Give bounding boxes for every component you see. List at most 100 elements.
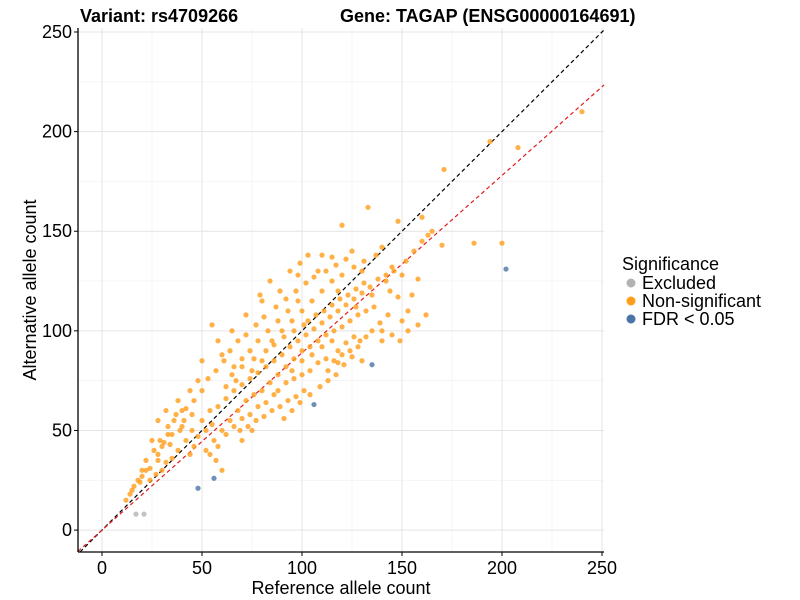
chart-title-gene: Gene: TAGAP (ENSG00000164691) <box>340 6 635 26</box>
data-point-non-significant <box>269 338 275 344</box>
data-point-non-significant <box>405 308 411 314</box>
x-tick-label: 250 <box>587 558 617 578</box>
data-point-non-significant <box>391 268 397 274</box>
data-point-non-significant <box>227 417 233 424</box>
data-point-non-significant <box>143 467 149 473</box>
data-point-non-significant <box>279 328 285 334</box>
legend-title: Significance <box>622 254 719 274</box>
data-point-non-significant <box>419 214 425 220</box>
data-point-non-significant <box>283 296 289 302</box>
data-point-non-significant <box>219 467 225 473</box>
data-point-non-significant <box>179 423 185 430</box>
data-point-non-significant <box>161 439 167 446</box>
data-point-non-significant <box>415 322 421 328</box>
data-point-non-significant <box>239 382 245 388</box>
data-point-non-significant <box>199 388 205 394</box>
data-point-non-significant <box>325 378 331 384</box>
data-point-non-significant <box>423 312 429 318</box>
data-point-non-significant <box>319 344 325 350</box>
data-point-non-significant <box>383 272 389 278</box>
data-point-non-significant <box>399 272 405 278</box>
data-point-non-significant <box>323 356 329 362</box>
data-point-excluded <box>141 511 147 517</box>
data-point-non-significant <box>303 332 309 338</box>
data-point-non-significant <box>139 473 145 479</box>
data-point-non-significant <box>359 358 365 364</box>
data-point-non-significant <box>259 358 265 364</box>
data-point-non-significant <box>317 384 323 390</box>
data-point-non-significant <box>209 322 215 328</box>
data-point-non-significant <box>255 338 261 344</box>
data-point-non-significant <box>191 443 197 450</box>
data-point-non-significant <box>367 284 373 290</box>
data-point-non-significant <box>321 308 327 314</box>
data-point-non-significant <box>361 258 367 264</box>
data-point-non-significant <box>157 437 163 444</box>
data-point-non-significant <box>215 338 221 344</box>
data-point-non-significant <box>579 109 585 115</box>
data-point-non-significant <box>209 421 215 428</box>
data-point-non-significant <box>261 314 267 320</box>
data-point-non-significant <box>229 372 235 378</box>
data-point-non-significant <box>441 166 447 173</box>
data-point-non-significant <box>313 312 319 318</box>
legend-label-excluded: Excluded <box>642 273 716 293</box>
data-point-non-significant <box>293 288 299 294</box>
data-point-non-significant <box>139 467 145 473</box>
y-tick-label: 250 <box>42 22 72 42</box>
y-tick-label: 0 <box>62 520 72 540</box>
data-point-non-significant <box>311 274 317 280</box>
data-point-non-significant <box>363 308 369 314</box>
data-point-non-significant <box>343 256 349 262</box>
data-points <box>123 109 585 517</box>
data-point-non-significant <box>159 443 165 450</box>
data-point-non-significant <box>169 455 175 461</box>
data-point-non-significant <box>295 272 301 278</box>
data-point-non-significant <box>365 204 371 210</box>
data-point-non-significant <box>187 451 193 457</box>
data-point-non-significant <box>259 388 265 394</box>
data-point-non-significant <box>205 376 211 382</box>
data-point-non-significant <box>307 368 313 374</box>
data-point-non-significant <box>233 378 239 384</box>
y-tick-label: 100 <box>42 321 72 341</box>
data-point-non-significant <box>405 328 411 334</box>
plot-gridlines <box>78 28 604 552</box>
data-point-non-significant <box>319 288 325 294</box>
data-point-non-significant <box>291 376 297 382</box>
chart-title-variant: Variant: rs4709266 <box>80 6 238 26</box>
data-point-non-significant <box>199 417 205 424</box>
data-point-non-significant <box>351 264 357 270</box>
data-point-non-significant <box>247 376 253 382</box>
legend: Significance Excluded Non-significant FD… <box>622 254 761 329</box>
data-point-non-significant <box>137 479 143 485</box>
data-point-non-significant <box>219 427 225 434</box>
data-point-non-significant <box>333 262 339 268</box>
data-point-non-significant <box>415 276 421 282</box>
reference-lines <box>77 29 605 553</box>
reference-line-fit <box>77 84 605 552</box>
data-point-non-significant <box>399 318 405 324</box>
data-point-non-significant <box>239 364 245 370</box>
data-point-non-significant <box>297 399 303 406</box>
data-point-excluded <box>133 511 139 517</box>
data-point-non-significant <box>329 338 335 344</box>
data-point-non-significant <box>305 318 311 324</box>
data-point-non-significant <box>397 338 403 344</box>
data-point-non-significant <box>311 326 317 332</box>
data-point-non-significant <box>153 471 159 477</box>
data-point-non-significant <box>487 138 493 145</box>
data-point-non-significant <box>263 364 269 370</box>
data-point-fdr-0-05 <box>211 475 217 481</box>
data-point-non-significant <box>305 252 311 258</box>
data-point-non-significant <box>219 352 225 358</box>
data-point-non-significant <box>315 268 321 274</box>
data-point-non-significant <box>339 222 345 228</box>
y-axis-title: Alternative allele count <box>20 199 40 380</box>
data-point-non-significant <box>355 312 361 318</box>
data-point-fdr-0-05 <box>195 485 201 491</box>
data-point-non-significant <box>171 417 177 424</box>
data-point-non-significant <box>165 423 171 430</box>
data-point-non-significant <box>255 403 261 410</box>
